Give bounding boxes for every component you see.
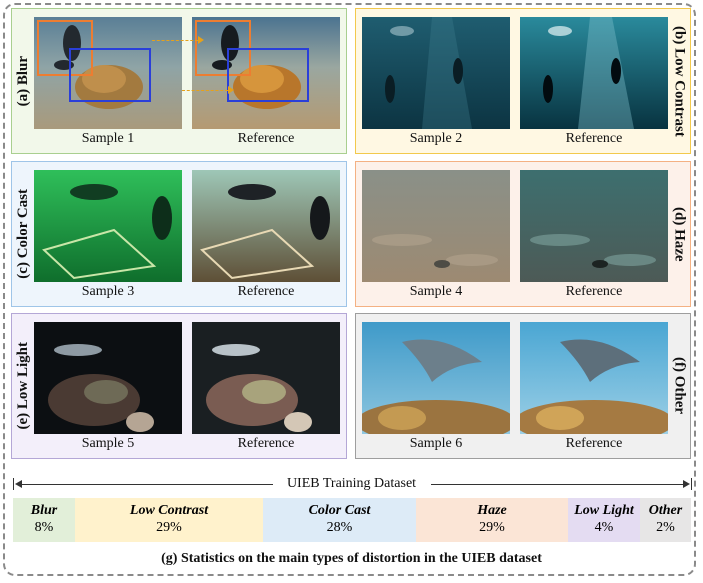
dataset-arrow-left [15,480,22,488]
stat-name: Haze [477,503,507,518]
reference-caption: Reference [237,436,295,451]
reference-caption: Reference [237,284,295,299]
stat-other: Other 2% [640,498,691,542]
sample-caption: Sample 2 [409,131,463,146]
reference-image [520,17,668,129]
panel-label: (c) Color Cast [14,189,31,279]
stat-value: 29% [479,520,505,535]
sample-caption: Sample 1 [81,131,135,146]
stat-blur: Blur 8% [13,498,75,542]
connector-arrowhead [228,86,234,94]
connector-arrowhead [198,36,204,44]
panel-label: (d) Haze [671,206,688,262]
sample-image [362,17,510,129]
stat-name: Other [648,503,683,518]
stat-low-contrast: Low Contrast 29% [75,498,263,542]
reference-image [192,17,340,129]
stat-value: 2% [656,520,675,535]
dataset-tick-left [13,478,14,490]
reference-caption: Reference [237,131,295,146]
panel-blur: (a) Blur Sample 1 Reference [11,8,347,154]
stat-color-cast: Color Cast 28% [263,498,416,542]
panel-label: (b) Low Contrast [671,25,688,137]
sample-caption: Sample 3 [81,284,135,299]
sample-image [34,322,182,434]
stat-name: Low Light [574,503,634,518]
sample-caption: Sample 4 [409,284,463,299]
sample-caption: Sample 6 [409,436,463,451]
stat-haze: Haze 29% [416,498,568,542]
panel-color-cast: (c) Color Cast Sample 3 Reference [11,161,347,307]
reference-caption: Reference [565,131,623,146]
sample-image [362,322,510,434]
stat-value: 28% [326,520,353,535]
panel-other: Sample 6 Reference (f) Other [355,313,691,459]
stat-name: Blur [30,503,58,518]
panel-label: (e) Low Light [14,342,31,430]
stat-value: 8% [34,520,54,535]
reference-image [192,322,340,434]
reference-image [520,322,668,434]
connector-line [182,90,228,91]
figure-caption: (g) Statistics on the main types of dist… [161,551,542,566]
panel-label: (f) Other [671,357,688,415]
panel-haze: Sample 4 Reference (d) Haze [355,161,691,307]
dataset-line [431,484,684,485]
sample-caption: Sample 5 [81,436,135,451]
reference-image [520,170,668,282]
panel-low-light: (e) Low Light Sample 5 Reference [11,313,347,459]
sample-image [34,17,182,129]
stat-value: 29% [156,520,182,535]
dataset-tick-right [691,478,692,490]
stat-low-light: Low Light 4% [568,498,640,542]
stat-name: Color Cast [308,503,371,518]
sample-image [362,170,510,282]
sample-image [34,170,182,282]
reference-caption: Reference [565,436,623,451]
reference-caption: Reference [565,284,623,299]
panel-label: (a) Blur [14,55,31,107]
stat-value: 4% [594,520,614,535]
stat-name: Low Contrast [129,503,209,518]
dataset-line [20,484,273,485]
figure-frame [3,3,696,576]
dataset-arrow-right [683,480,690,488]
dataset-title: UIEB Training Dataset [286,476,417,491]
connector-line [152,40,198,41]
reference-image [192,170,340,282]
panel-low-contrast: Sample 2 Reference (b) Low Contrast [355,8,691,154]
